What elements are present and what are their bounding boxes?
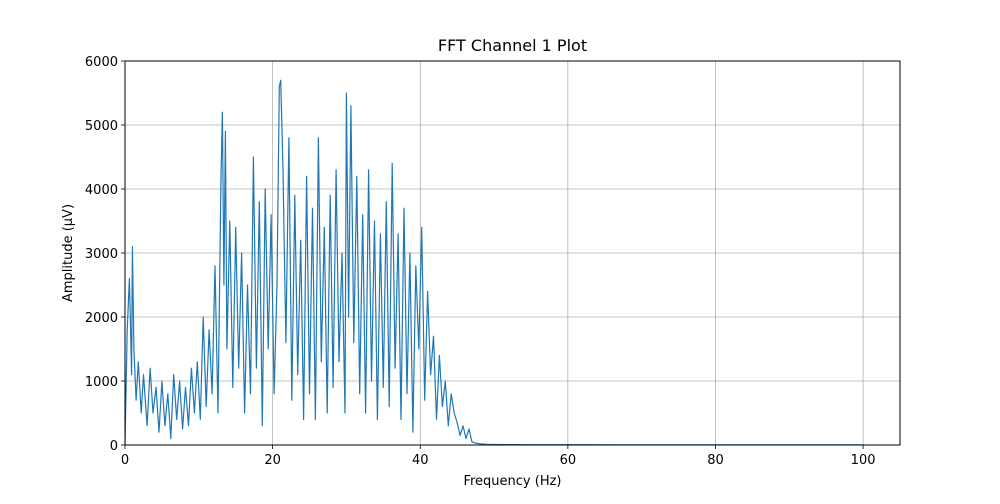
y-axis-label: Amplitude (µV) <box>61 204 76 302</box>
y-tick-label: 4000 <box>85 183 118 198</box>
x-tick-label: 80 <box>707 453 724 468</box>
series-line <box>124 79 864 446</box>
y-tick-label: 2000 <box>85 311 118 326</box>
y-tick-label: 1000 <box>85 375 118 390</box>
y-tick-label: 3000 <box>85 247 118 262</box>
chart-title: FFT Channel 1 Plot <box>438 36 587 55</box>
y-tick-label: 0 <box>110 439 118 454</box>
x-tick-label: 40 <box>412 453 429 468</box>
x-tick-label: 20 <box>264 453 281 468</box>
series-layer <box>124 79 864 446</box>
y-tick-label: 5000 <box>85 119 118 134</box>
x-tick-label: 60 <box>560 453 577 468</box>
x-tick-label: 100 <box>851 453 876 468</box>
y-tick-label: 6000 <box>85 55 118 70</box>
x-axis-label: Frequency (Hz) <box>463 474 561 489</box>
x-tick-label: 0 <box>121 453 129 468</box>
